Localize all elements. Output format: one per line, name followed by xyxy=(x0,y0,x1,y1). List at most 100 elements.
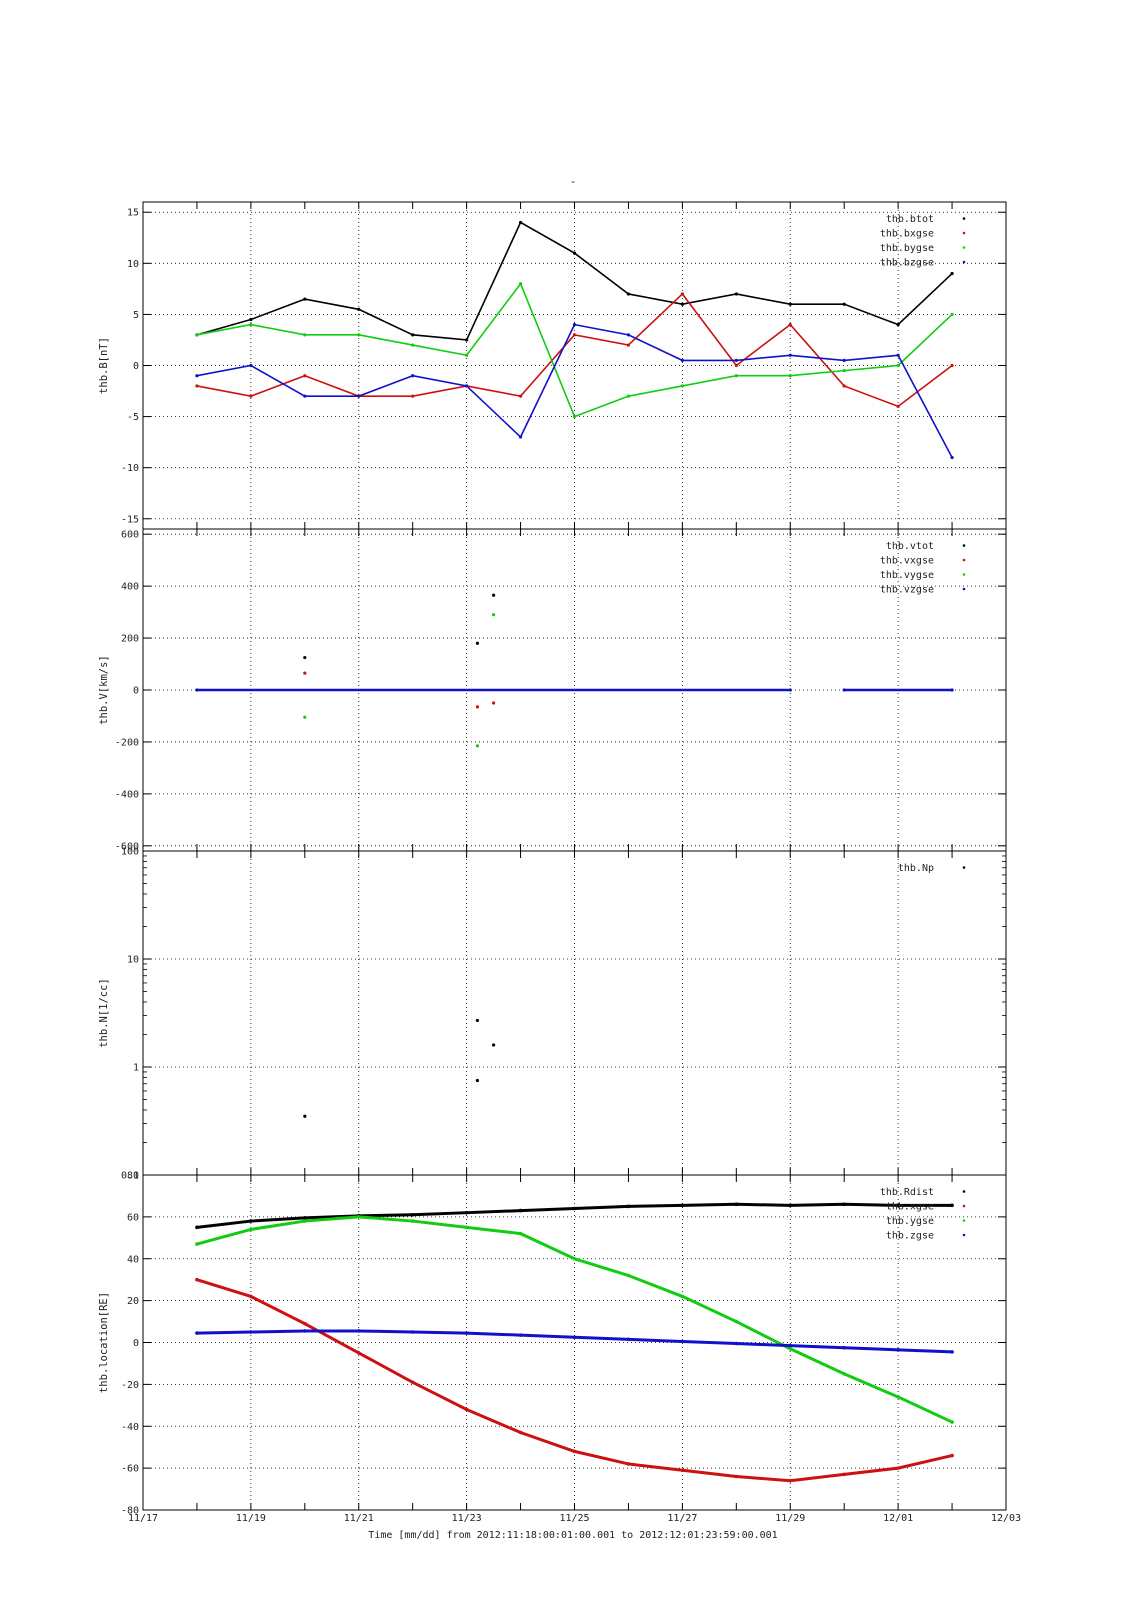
data-point-thb.bxgse xyxy=(518,394,523,398)
series-line-thb.zgse xyxy=(196,1329,953,1354)
data-point-thb.bxgse xyxy=(303,374,307,378)
data-point-thb.vygse xyxy=(303,715,307,719)
data-point-thb.bzgse xyxy=(950,455,954,460)
data-point-thb.bxgse xyxy=(249,394,253,398)
data-point-thb.bzgse xyxy=(734,358,738,362)
data-point-thb.Np xyxy=(491,1043,496,1047)
y-tick-label: 40 xyxy=(127,1254,139,1265)
data-point-thb.bygse xyxy=(357,333,361,337)
data-point-thb.bxgse xyxy=(572,333,577,337)
data-point-thb.xgse xyxy=(410,1380,415,1385)
legend-marker xyxy=(962,260,966,264)
data-point-thb.ygse xyxy=(249,1227,253,1232)
data-point-thb.btot xyxy=(357,307,361,311)
data-point-thb.btot xyxy=(518,220,523,225)
data-point-thb.zgse xyxy=(464,1331,469,1335)
y-tick-label: 400 xyxy=(121,582,139,593)
data-point-thb.xgse xyxy=(195,1277,199,1282)
y-tick-label: 0 xyxy=(133,1338,139,1349)
data-point-thb.bygse xyxy=(518,282,523,286)
y-tick-label: -15 xyxy=(121,514,139,525)
data-point-thb.bygse xyxy=(465,353,469,357)
y-tick-label: 60 xyxy=(127,1212,139,1223)
data-point-thb.zgse xyxy=(626,1337,631,1342)
data-point-thb.bzgse xyxy=(249,363,253,368)
data-point-thb.xgse xyxy=(249,1294,253,1299)
data-point-thb.ygse xyxy=(842,1372,846,1376)
series-line-thb.bzgse xyxy=(196,323,953,458)
data-point-thb.zgse xyxy=(303,1329,307,1333)
data-point-thb.ygse xyxy=(950,1420,954,1424)
data-point-thb.bygse xyxy=(788,374,792,378)
legend-marker xyxy=(962,1190,966,1193)
data-point-thb.btot xyxy=(303,297,307,301)
data-point-thb.bzgse xyxy=(572,323,577,327)
data-point-thb.btot xyxy=(680,302,684,306)
data-point-thb.vygse xyxy=(475,744,480,748)
y-axis-label: thb.V[km/s] xyxy=(98,655,110,725)
data-point-thb.xgse xyxy=(680,1468,685,1473)
legend-marker xyxy=(962,587,966,591)
data-point-thb.bygse xyxy=(411,343,415,347)
y-tick-label: 600 xyxy=(121,530,139,541)
data-point-thb.bxgse xyxy=(842,384,846,388)
y-axis-label: thb.N[1/cc] xyxy=(98,978,110,1048)
data-point-thb.xgse xyxy=(896,1466,900,1470)
x-tick-label: 12/03 xyxy=(991,1513,1021,1524)
data-point-thb.bzgse xyxy=(896,353,900,357)
data-point-thb.bzgse xyxy=(411,374,415,378)
x-tick-label: 12/01 xyxy=(883,1513,913,1524)
data-point-thb.bxgse xyxy=(680,292,684,296)
data-point-thb.Rdist xyxy=(680,1203,685,1208)
x-tick-label: 11/23 xyxy=(452,1513,482,1524)
data-point-thb.bzgse xyxy=(680,358,684,362)
panel-N: 0.1 1 10 100 thb.N[1/cc] thb.Np xyxy=(98,847,1007,1182)
top-mark: - xyxy=(570,175,577,188)
y-tick-label: 0.1 xyxy=(121,1171,139,1182)
x-tick-label: 11/29 xyxy=(775,1513,805,1524)
panel-frame xyxy=(142,201,1007,530)
data-point-thb.bxgse xyxy=(626,343,631,347)
y-tick-label: -40 xyxy=(121,1422,139,1433)
data-point-thb.btot xyxy=(411,333,415,337)
data-point-thb.zgse xyxy=(249,1330,253,1334)
data-point-thb.zgse xyxy=(896,1348,900,1352)
y-tick-label: -400 xyxy=(115,789,139,800)
y-tick-label: -200 xyxy=(115,737,139,748)
data-point-thb.vxgse xyxy=(303,671,307,675)
data-point-thb.bzgse xyxy=(303,394,307,398)
data-point-thb.xgse xyxy=(572,1449,577,1454)
data-point-thb.bxgse xyxy=(788,323,792,327)
legend-marker xyxy=(962,1204,966,1208)
data-point-thb.bygse xyxy=(626,394,631,398)
data-point-thb.bzgse xyxy=(842,358,846,362)
y-tick-label: 20 xyxy=(127,1296,139,1307)
legend-marker xyxy=(962,217,966,220)
data-point-thb.ygse xyxy=(410,1219,415,1223)
data-point-thb.Rdist xyxy=(842,1202,846,1207)
data-point-thb.zgse xyxy=(356,1329,361,1333)
data-point-thb.zgse xyxy=(572,1335,577,1340)
data-point-thb.bygse xyxy=(680,384,684,388)
data-point-thb.zgse xyxy=(195,1331,199,1335)
data-point-thb.btot xyxy=(465,338,469,342)
data-point-thb.ygse xyxy=(572,1256,577,1261)
data-point-thb.vxgse xyxy=(491,701,496,705)
y-axis-label: thb.B[nT] xyxy=(98,337,110,394)
series-area xyxy=(195,1202,954,1483)
y-tick-label: 0 xyxy=(133,686,139,697)
data-point-thb.Rdist xyxy=(518,1208,523,1213)
data-point-thb.bygse xyxy=(734,374,738,378)
data-point-thb.xgse xyxy=(518,1430,523,1435)
y-tick-label: 15 xyxy=(127,208,139,219)
data-point-thb.xgse xyxy=(842,1472,846,1477)
y-tick-label: -60 xyxy=(121,1464,139,1475)
series-area xyxy=(195,593,954,748)
data-point-thb.Rdist xyxy=(572,1206,577,1211)
y-tick-label: -20 xyxy=(121,1380,139,1391)
data-point-thb.bygse xyxy=(842,369,846,373)
y-tick-label: 10 xyxy=(127,259,139,270)
data-point-thb.Rdist xyxy=(950,1203,954,1208)
time-axis: 11/17 11/19 11/21 11/23 11/25 11/27 11/29 12/01… xyxy=(128,1513,1021,1524)
data-point-thb.Np xyxy=(303,1114,307,1118)
